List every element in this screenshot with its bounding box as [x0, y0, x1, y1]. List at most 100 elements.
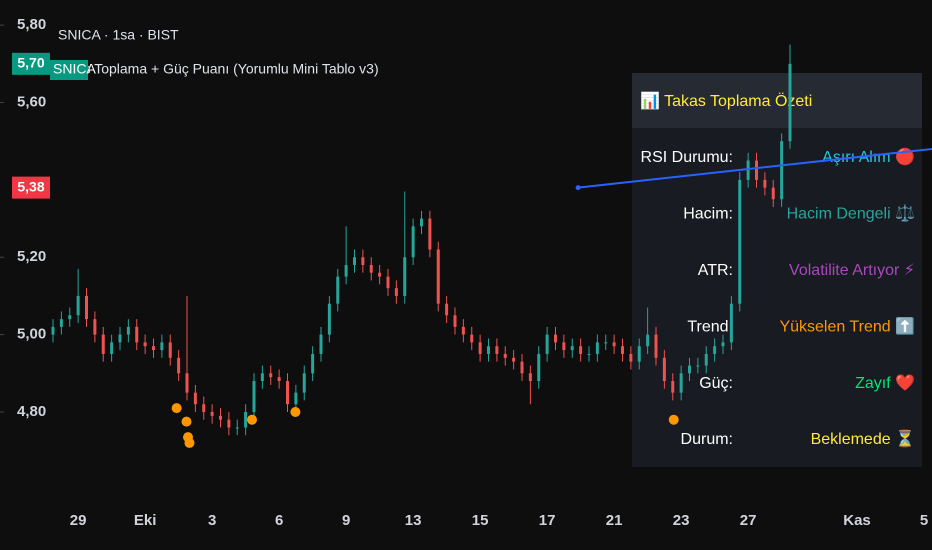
candle-body [671, 381, 675, 393]
candle-body [679, 373, 683, 393]
candle-body [595, 342, 599, 354]
table-label: Hacim: [683, 206, 733, 223]
table-header [632, 73, 922, 128]
x-tick-label: 23 [673, 512, 690, 529]
price-badge-label: 5,38 [17, 178, 44, 194]
candle-body [755, 160, 758, 180]
y-tick-label: 4,80 [17, 403, 46, 420]
candle-body [487, 346, 490, 354]
candle-body [478, 342, 482, 354]
candle-body [637, 346, 641, 362]
trendline [578, 147, 932, 189]
candle-body [361, 257, 365, 265]
candle-body [704, 353, 708, 366]
x-tick-label: 27 [740, 512, 757, 529]
candle-body [746, 160, 750, 180]
candle-body [403, 257, 407, 296]
candle-body [554, 334, 557, 343]
candle-body [738, 179, 742, 304]
candle-body [386, 276, 390, 289]
plot-area [51, 44, 932, 448]
candle-body [713, 346, 717, 354]
candle-body [470, 334, 474, 343]
table-label: Trend: [687, 318, 733, 335]
candle-body [436, 249, 440, 304]
candle-body [763, 179, 767, 188]
candle-body [378, 272, 382, 277]
signal-dot [184, 437, 195, 448]
candle-body [520, 361, 524, 374]
signal-dot [181, 416, 192, 427]
axes: 5,80 5,60 5,20 5,00 4,80 29 Eki 3 6 9 13 15 17 21 23 27… [0, 16, 928, 529]
table-value: Zayıf ❤️ [855, 374, 915, 392]
candle-body [721, 342, 725, 347]
candle-body [302, 373, 306, 393]
candle-body [68, 315, 72, 320]
candle-body [369, 264, 373, 273]
x-tick-label: Kas [843, 512, 871, 529]
candle-body [185, 373, 189, 393]
x-tick-label: 21 [606, 512, 623, 529]
candle-body [336, 276, 340, 304]
candle-body [85, 295, 88, 320]
candle-body [327, 303, 331, 335]
candle-body [51, 326, 55, 335]
x-tick-label: Eki [134, 512, 157, 529]
table-value: Hacim Dengeli ⚖️ [787, 204, 915, 223]
signal-dot [247, 414, 257, 425]
price-badge [12, 176, 50, 199]
candle-body [646, 334, 650, 347]
y-tick-label: 5,80 [17, 16, 46, 33]
candle-body [319, 334, 323, 354]
y-tick-label: 5,20 [17, 248, 46, 265]
table-title: 📊 Takas Toplama Özeti [640, 91, 812, 110]
candle-body [277, 377, 281, 382]
table-label: Durum: [681, 431, 733, 448]
x-tick-label: 15 [472, 512, 489, 529]
symbol-badge: SNICA [53, 61, 96, 77]
y-tick-label: 5,00 [17, 326, 46, 343]
candle-body [219, 415, 222, 420]
candle-body [562, 342, 566, 351]
trendline-anchor [575, 185, 581, 191]
candle-body [177, 357, 181, 374]
candle-body [294, 392, 298, 405]
candle-body [512, 357, 516, 362]
candle-body [537, 353, 541, 382]
signal-dot [668, 414, 679, 425]
y-tick-label: 5,60 [17, 93, 46, 110]
candle-body [780, 141, 784, 200]
candle-body [311, 353, 315, 374]
candle-body [394, 288, 398, 296]
candle-body [503, 353, 507, 358]
candle-body [788, 63, 792, 142]
candle-body [244, 411, 248, 428]
candle-body [143, 342, 147, 347]
candle-body [461, 326, 465, 335]
x-tick-label: 29 [70, 512, 87, 529]
candle-body [453, 315, 457, 327]
candle-body [235, 427, 239, 429]
table-label: Güç: [699, 375, 733, 392]
candle-body [428, 218, 432, 250]
candle-body [93, 319, 97, 335]
signal-dot [171, 403, 182, 414]
candle-body [168, 342, 172, 358]
candle-body [688, 365, 691, 374]
candle-body [252, 381, 256, 412]
signal-dot [290, 406, 301, 417]
candle-body [654, 334, 658, 358]
table-value: Yükselen Trend ⬆️ [779, 316, 915, 335]
candle-body [729, 303, 733, 343]
candle-body [445, 303, 449, 316]
legend: SNICA · 1sa · BIST Takas Toplama + Güç P… [50, 27, 379, 80]
candle-body [135, 326, 139, 343]
candle-body [587, 353, 591, 355]
candle-body [101, 334, 105, 354]
candle-body [110, 342, 114, 354]
candle-body [344, 264, 348, 277]
symbol-badge-bg [50, 60, 88, 80]
candle-body [210, 411, 214, 416]
